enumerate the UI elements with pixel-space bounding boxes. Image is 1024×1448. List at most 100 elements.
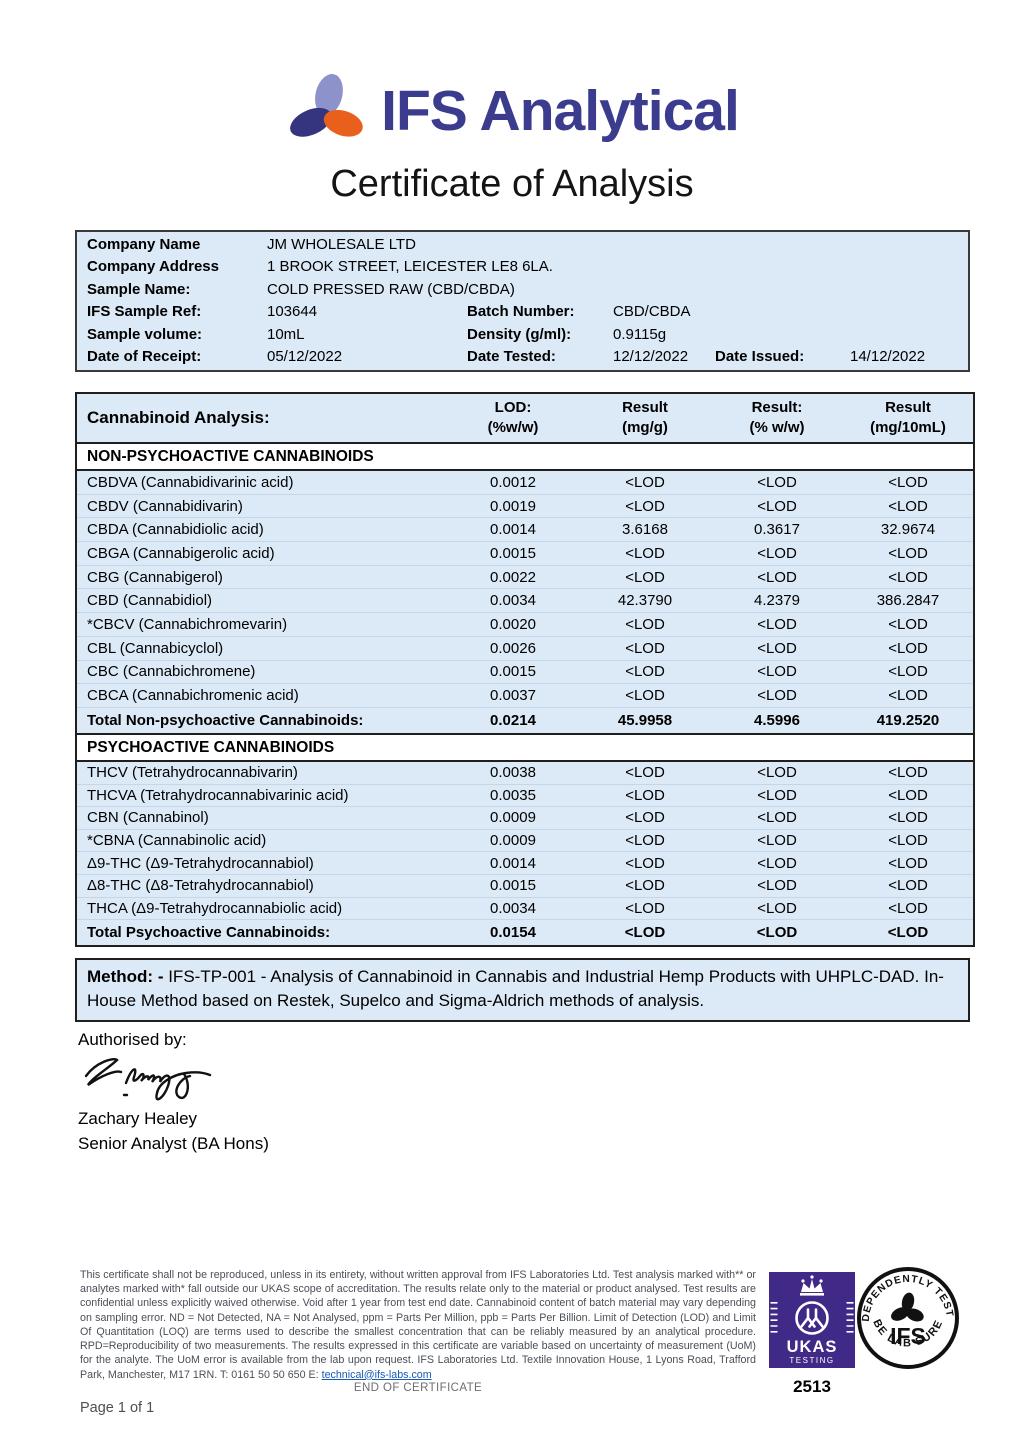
batch-number-label: Batch Number: [467,303,575,321]
svg-text:TESTING: TESTING [789,1356,834,1365]
value-lod: 0.0019 [490,497,536,515]
analyte-row: CBGA (Cannabigerolic acid) 0.0015 <LOD <LOD… [77,541,973,565]
svg-text:UKAS: UKAS [787,1338,838,1356]
date-issued-value: 14/12/2022 [850,348,926,366]
sample-volume-label: Sample volume: [87,325,203,343]
value-mg_g: <LOD [625,786,665,804]
analyte-name: CBGA (Cannabigerolic acid) [87,544,275,562]
value-lod: 0.0034 [490,899,536,917]
authoriser-role: Senior Analyst (BA Hons) [78,1134,269,1153]
value-lod: 0.0037 [490,687,536,705]
cannabinoid-table-psychoactive: PSYCHOACTIVE CANNABINOIDS THCV (Tetrahyd… [75,733,975,948]
authorised-by-label: Authorised by: [78,1030,187,1049]
company-name-value: JM WHOLESALE LTD [267,235,416,253]
value-mg_10ml: <LOD [888,615,928,633]
value-mg_10ml: <LOD [888,639,928,657]
total-row: Total Non-psychoactive Cannabinoids: 0.02… [77,706,973,734]
value-lod: 0.0015 [490,877,536,895]
column-header-pct: Result: (% w/w) [749,398,805,436]
value-pct: 4.5996 [754,712,800,730]
analyte-rows: THCV (Tetrahydrocannabivarin) 0.0038 <LOD <… [77,762,973,945]
info-row-dates: Date of Receipt: 05/12/2022 Date Tested:… [77,347,968,367]
analyte-name: CBD (Cannabidiol) [87,592,213,610]
analyte-name: *CBCV (Cannabichromevarin) [87,615,288,633]
company-name-label: Company Name [87,235,201,253]
analyte-row: THCVA (Tetrahydrocannabivarinic acid) 0.0… [77,783,973,807]
analyte-row: CBDA (Cannabidiolic acid) 0.0014 3.6168 0.3… [77,517,973,541]
value-mg_g: 45.9958 [617,712,673,730]
method-label: Method: - [87,967,164,986]
sample-info-box: Company Name JM WHOLESALE LTD Company Ad… [75,230,970,372]
value-pct: <LOD [757,809,797,827]
value-lod: 0.0015 [490,663,536,681]
analyte-name: CBDV (Cannabidivarin) [87,497,243,515]
value-mg_10ml: <LOD [888,544,928,562]
analyte-name: CBDVA (Cannabidivarinic acid) [87,473,294,491]
value-mg_10ml: <LOD [887,924,929,942]
value-mg_10ml: <LOD [888,877,928,895]
value-mg_10ml: <LOD [888,568,928,586]
value-pct: 4.2379 [754,592,800,610]
value-mg_g: <LOD [625,899,665,917]
value-mg_g: <LOD [625,687,665,705]
document-title: Certificate of Analysis [330,163,694,205]
column-header-mg-10ml: Result (mg/10mL) [870,398,946,436]
analyte-name: CBCA (Cannabichromenic acid) [87,687,299,705]
value-pct: <LOD [757,544,797,562]
authoriser-name: Zachary Healey [78,1109,198,1128]
method-box: Method: - IFS-TP-001 - Analysis of Canna… [75,958,970,1022]
value-pct: <LOD [757,687,797,705]
value-mg_10ml: <LOD [888,786,928,804]
value-mg_g: <LOD [625,854,665,872]
analyte-row: CBG (Cannabigerol) 0.0022 <LOD <LOD <LOD [77,564,973,589]
date-issued-label: Date Issued: [715,348,805,366]
brand-name: IFS Analytical [381,78,740,143]
value-pct: <LOD [757,663,797,681]
analyte-name: THCVA (Tetrahydrocannabivarinic acid) [87,786,349,804]
section-title-psychoactive: PSYCHOACTIVE CANNABINOIDS [77,735,973,762]
value-pct: 0.3617 [754,521,800,539]
value-pct: <LOD [757,764,797,782]
date-receipt-label: Date of Receipt: [87,348,202,366]
value-lod: 0.0022 [490,568,536,586]
analyte-row: CBDV (Cannabidivarin) 0.0019 <LOD <LOD <LOD [77,493,973,518]
contact-email-link[interactable]: technical@ifs-labs.com [321,1368,432,1381]
end-of-certificate-note: END OF CERTIFICATE [353,1382,483,1394]
analyte-row: CBD (Cannabidiol) 0.0034 42.3790 4.2379 386.… [77,588,973,612]
analyte-name: THCA (Δ9-Tetrahydrocannabiolic acid) [87,899,343,917]
value-mg_g: 42.3790 [617,592,673,610]
analyte-name: CBN (Cannabinol) [87,809,209,827]
value-mg_10ml: <LOD [888,687,928,705]
ukas-logo-icon: UKAS TESTING [769,1272,855,1368]
value-lod: 0.0009 [490,832,536,850]
signature-icon [80,1050,250,1113]
analyte-row: *CBNA (Cannabinolic acid) 0.0009 <LOD <LOD <… [77,828,973,852]
analyte-row: Δ9-THC (Δ9-Tetrahydrocannabiol) 0.0014 <LO… [77,851,973,874]
value-lod: 0.0214 [490,712,536,730]
analysis-title: Cannabinoid Analysis: [87,408,270,427]
authoriser-identity: Zachary Healey Senior Analyst (BA Hons) [78,1106,269,1156]
value-lod: 0.0035 [490,786,536,804]
value-mg_10ml: 32.9674 [880,521,936,539]
value-pct: <LOD [757,615,797,633]
value-mg_10ml: <LOD [888,809,928,827]
analyte-row: CBC (Cannabichromene) 0.0015 <LOD <LOD <LOD [77,659,973,684]
ifs-trefoil-logo-icon [285,66,371,155]
value-mg_g: <LOD [625,568,665,586]
analyte-row: Δ8-THC (Δ8-Tetrahydrocannabiol) 0.0015 <LO… [77,873,973,897]
analyte-name: CBDA (Cannabidiolic acid) [87,521,264,539]
value-mg_g: <LOD [625,544,665,562]
value-pct: <LOD [757,568,797,586]
column-header-mg-g: Result (mg/g) [622,398,668,436]
value-mg_g: <LOD [625,764,665,782]
value-mg_g: <LOD [625,809,665,827]
sample-volume-value: 10mL [267,325,305,343]
density-value: 0.9115g [613,325,667,343]
value-pct: <LOD [757,497,797,515]
total-row: Total Psychoactive Cannabinoids: 0.0154 <L… [77,919,973,945]
analyte-name: Total Psychoactive Cannabinoids: [87,924,331,942]
analyte-row: CBDVA (Cannabidivarinic acid) 0.0012 <LOD <… [77,471,973,494]
info-row-sample-ref: IFS Sample Ref: 103644 Batch Number: CBD… [77,302,968,322]
ifs-badge-icon: INDEPENDENTLY TESTED BE LAB SURE IFS [852,1258,960,1375]
ukas-accreditation: UKAS TESTING 2513 [768,1272,856,1397]
